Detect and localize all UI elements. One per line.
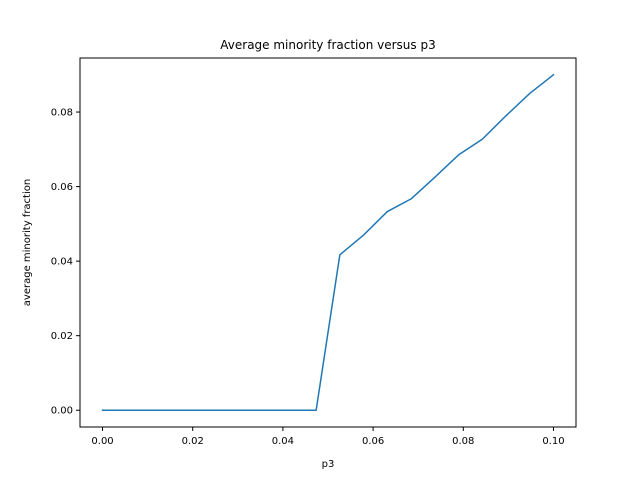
x-tick-label: 0.04 [272, 436, 294, 447]
x-tick-label: 0.10 [542, 436, 564, 447]
x-tick-label: 0.08 [452, 436, 474, 447]
chart-title: Average minority fraction versus p3 [220, 38, 435, 52]
y-tick-label: 0.08 [51, 108, 73, 119]
y-axis-ticks: 0.00 0.02 0.04 0.06 0.08 [51, 108, 80, 417]
plot-area [101, 73, 555, 411]
y-tick-label: 0.06 [51, 182, 73, 193]
x-axis-ticks: 0.00 0.02 0.04 0.06 0.08 0.10 [91, 427, 565, 447]
y-tick-label: 0.02 [51, 331, 73, 342]
axes-frame [79, 57, 577, 428]
x-tick-label: 0.00 [91, 436, 113, 447]
x-tick-label: 0.06 [362, 436, 384, 447]
x-tick-label: 0.02 [182, 436, 204, 447]
series-line [101, 73, 555, 411]
x-axis-label: p3 [322, 459, 335, 470]
y-axis-label: average minority fraction [22, 179, 33, 306]
y-tick-label: 0.04 [51, 257, 73, 268]
y-tick-label: 0.00 [51, 406, 73, 417]
